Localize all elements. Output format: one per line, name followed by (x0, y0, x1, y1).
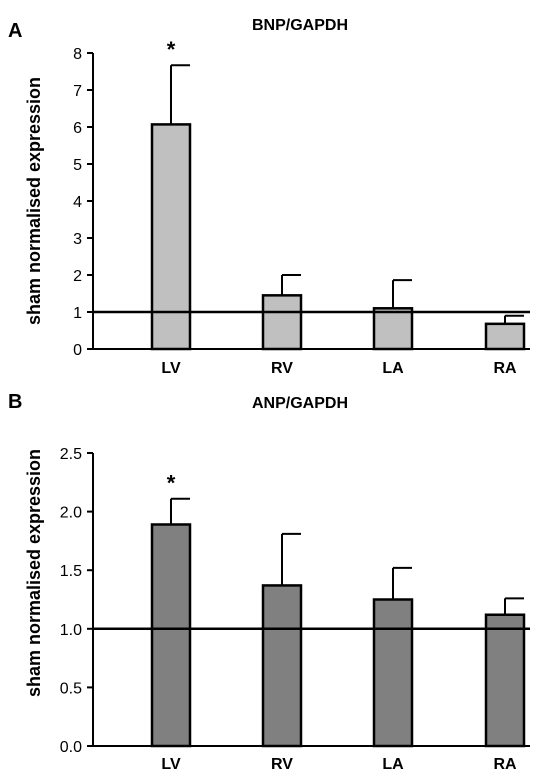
panel-a-ytick-label: 6 (73, 120, 82, 137)
panel-a-category-label: RA (493, 360, 517, 377)
panel-a-category-label: LA (382, 360, 404, 377)
panel-b-bar (150, 523, 192, 748)
panel-a-bar (484, 322, 526, 351)
panel-b-ytick-label: 0.5 (60, 680, 82, 697)
panel-b-ytick-label: 2.5 (60, 446, 82, 463)
panel-b-ylabel: sham normalised expression (24, 449, 44, 697)
panel-b-category-label: LA (382, 756, 404, 772)
panel-a-plot: 0 1 2 3 4 5 6 7 8 * LV RV LA RA (73, 37, 530, 377)
panel-a-ytick-label: 1 (73, 305, 82, 322)
panel-a-significance-marker: * (167, 37, 176, 62)
panel-b-plot: 0.0 0.5 1.0 1.5 2.0 2.5 * LV RV LA RA (60, 446, 530, 772)
panel-a-ytick-label: 2 (73, 268, 82, 285)
panel-a-category-label: LV (161, 360, 181, 377)
panel-a: A BNP/GAPDH sham normalised expression 0… (8, 17, 530, 377)
panel-b-title: ANP/GAPDH (252, 395, 348, 412)
panel-b-category-label: LV (161, 756, 181, 772)
panel-b-bar (484, 613, 526, 748)
panel-a-ytick-label: 8 (73, 46, 82, 63)
panel-a-ylabel: sham normalised expression (24, 77, 44, 325)
panel-b-category-label: RV (271, 756, 293, 772)
panel-b: B ANP/GAPDH sham normalised expression 0… (8, 391, 530, 772)
panel-b-bar (372, 598, 414, 748)
panel-b-ytick-label: 1.0 (60, 622, 82, 639)
panel-a-bar (261, 294, 303, 351)
panel-b-bar (261, 584, 303, 748)
panel-b-significance-marker: * (167, 471, 176, 496)
panel-a-title: BNP/GAPDH (252, 17, 348, 34)
panel-b-letter: B (8, 391, 22, 413)
panel-a-ytick-label: 7 (73, 83, 82, 100)
panel-b-ytick-label: 0.0 (60, 739, 82, 756)
panel-a-ytick-label: 5 (73, 157, 82, 174)
panel-a-ytick-label: 3 (73, 231, 82, 248)
panel-a-bar (150, 123, 192, 351)
panel-a-ytick-label: 4 (73, 194, 82, 211)
panel-a-letter: A (8, 20, 22, 42)
panel-b-ytick-label: 1.5 (60, 563, 82, 580)
panel-a-ytick-label: 0 (73, 342, 82, 359)
panel-b-category-label: RA (493, 756, 517, 772)
panel-a-bar (372, 307, 414, 351)
panel-a-category-label: RV (271, 360, 293, 377)
panel-b-ytick-label: 2.0 (60, 505, 82, 522)
